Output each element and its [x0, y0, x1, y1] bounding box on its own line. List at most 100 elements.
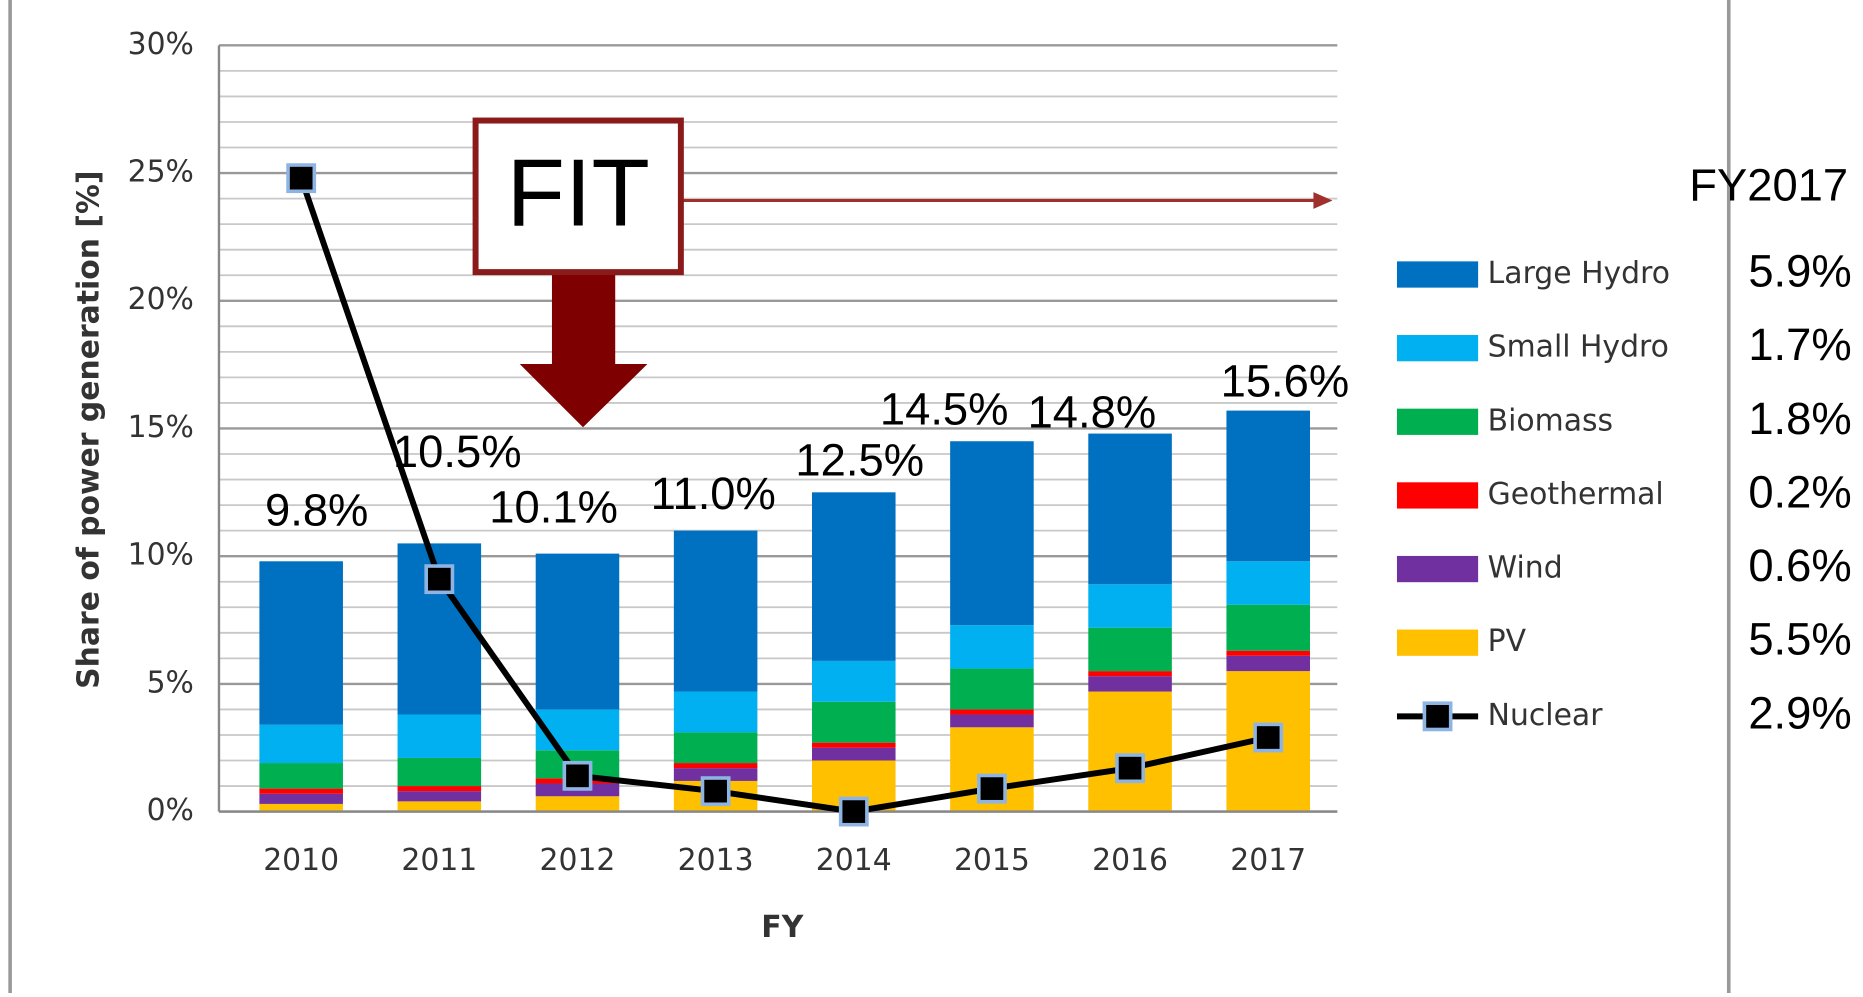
x-tick-label: 2013 [678, 843, 754, 878]
y-tick-label: 0% [147, 793, 194, 828]
legend-swatch [1396, 629, 1479, 656]
total-label: 14.5% [880, 384, 1009, 435]
legend-label: Geothermal [1488, 477, 1664, 512]
bar-segment [397, 801, 482, 812]
x-axis-title: FY [761, 910, 803, 945]
bar-segment [673, 763, 758, 769]
bar-segment [259, 793, 343, 804]
x-tick-label: 2012 [540, 843, 616, 878]
nuclear-marker [700, 776, 731, 807]
bar-segment [259, 724, 343, 764]
y-tick-label: 5% [147, 665, 194, 700]
legend-label: Small Hydro [1488, 330, 1669, 365]
legend-label: Large Hydro [1488, 256, 1670, 291]
bar-segment [673, 732, 758, 764]
nuclear-line [298, 177, 1269, 815]
side-value: 5.9% [1748, 245, 1851, 296]
x-tick-label: 2017 [1230, 843, 1306, 878]
y-tick-label: 15% [128, 410, 194, 445]
bar-segment [811, 747, 896, 761]
bar-segment [1226, 655, 1310, 672]
bar-segment [1226, 410, 1310, 562]
legend-label: Wind [1488, 551, 1563, 586]
bar-segment [1088, 691, 1172, 812]
bar-segment [950, 709, 1034, 715]
x-tick-label: 2016 [1092, 843, 1168, 878]
nuclear-marker [1115, 753, 1145, 784]
bar-segment [535, 553, 620, 710]
legend-swatch [1396, 335, 1479, 362]
side-value: 1.7% [1748, 319, 1851, 370]
y-tick-label: 30% [128, 27, 194, 62]
legend-swatch [1396, 555, 1479, 583]
x-tick-label: 2014 [816, 843, 892, 878]
total-label: 10.1% [489, 482, 618, 533]
legend-label: Nuclear [1488, 698, 1604, 733]
side-value: 2.9% [1748, 687, 1851, 738]
bar-segment [397, 714, 482, 758]
annotations: FIT [472, 117, 1333, 428]
bar-segment [811, 701, 896, 743]
nuclear-marker [562, 760, 593, 791]
side-value: 1.8% [1748, 393, 1851, 444]
bar-segment [259, 763, 343, 789]
x-tick-label: 2010 [263, 843, 339, 878]
nuclear-marker [1253, 722, 1284, 753]
fit-box [472, 117, 684, 276]
total-label: 14.8% [1028, 387, 1157, 438]
total-label: 10.5% [393, 426, 522, 477]
side-value: 5.5% [1748, 614, 1851, 665]
bar-segment [950, 441, 1034, 626]
side-title: FY2017 [1689, 160, 1848, 211]
bar-segment [811, 742, 896, 748]
total-label: 9.8% [265, 485, 368, 536]
bar-segment [397, 757, 482, 787]
y-axis-title: Share of power generation [%] [72, 170, 107, 688]
bar-segment [673, 691, 758, 733]
fit-arrow-head [1313, 192, 1333, 209]
bar-segment [397, 791, 482, 802]
nuclear-marker [838, 796, 869, 827]
bar-segment [1226, 650, 1310, 656]
bar-segment [950, 625, 1034, 669]
nuclear-marker [424, 564, 455, 595]
y-tick-label: 10% [128, 538, 194, 573]
total-label: 15.6% [1221, 355, 1350, 406]
y-tick-label: 25% [128, 155, 194, 190]
bar-segment [950, 714, 1034, 728]
bar-segment [1088, 433, 1172, 585]
legend-swatch [1396, 408, 1479, 435]
nuclear-marker [977, 773, 1007, 804]
legend-marker [1422, 701, 1453, 732]
bar-segment [1088, 671, 1172, 677]
bar-segment [535, 796, 620, 812]
bar-segment [259, 803, 343, 812]
bar-segment [259, 561, 343, 725]
bar-segment [673, 530, 758, 692]
bar-segment [535, 709, 620, 751]
nuclear-marker [286, 163, 317, 194]
bar-segment [811, 660, 896, 702]
bar-segment [1088, 627, 1172, 672]
bar-segment [1226, 561, 1310, 605]
bar-segment [673, 768, 758, 781]
bar-segment [950, 668, 1034, 710]
bar-segment [397, 786, 482, 792]
bar-segment [1226, 604, 1310, 651]
legend-label: PV [1488, 624, 1527, 659]
side-value: 0.6% [1748, 540, 1851, 591]
plot: 0% 5% 10% 15% 20% 25% 30% 9.8% 2010 10.5% 2011 10.1… [128, 27, 1852, 878]
x-tick-label: 2011 [401, 843, 477, 878]
total-label: 12.5% [795, 435, 924, 486]
side-value: 0.2% [1748, 466, 1851, 517]
bar-segment [1088, 584, 1172, 628]
legend-label: Biomass [1488, 403, 1613, 438]
legend-swatch [1396, 482, 1479, 509]
total-label: 11.0% [651, 468, 776, 519]
legend-swatch [1396, 261, 1479, 288]
bar-segment [259, 788, 343, 794]
fit-label: FIT [507, 141, 650, 247]
y-tick-label: 20% [128, 282, 194, 317]
bar-segment [811, 492, 896, 661]
